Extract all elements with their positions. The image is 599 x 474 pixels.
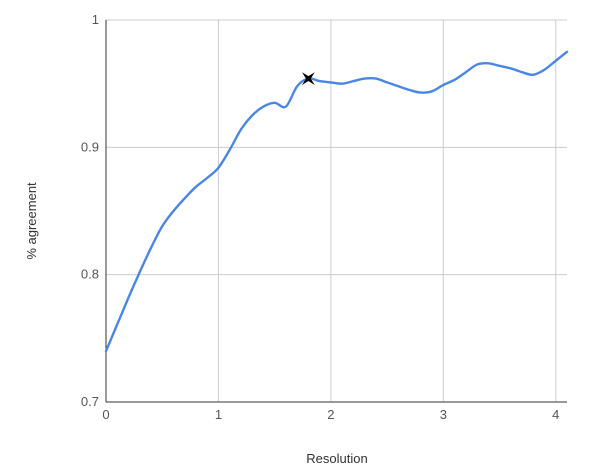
x-tick-label: 3 (440, 407, 447, 422)
series-line (104, 50, 569, 353)
x-tick-label: 1 (215, 407, 222, 422)
y-tick-label: 1 (92, 12, 99, 27)
series-group (104, 50, 569, 353)
y-tick-label: 0.7 (81, 394, 99, 409)
annotation-group (302, 72, 315, 85)
star-marker-icon (302, 72, 315, 85)
x-tick-label: 0 (102, 407, 109, 422)
y-axis-title: % agreement (24, 182, 39, 260)
grid-lines (106, 19, 567, 402)
axes (105, 20, 567, 403)
y-tick-label: 0.9 (81, 139, 99, 154)
x-tick-label: 4 (552, 407, 559, 422)
tick-labels: 0.7 0.8 0.9 1 0 1 2 3 4 (81, 12, 559, 422)
x-tick-label: 2 (327, 407, 334, 422)
y-tick-label: 0.8 (81, 267, 99, 282)
x-axis-title: Resolution (306, 451, 367, 466)
